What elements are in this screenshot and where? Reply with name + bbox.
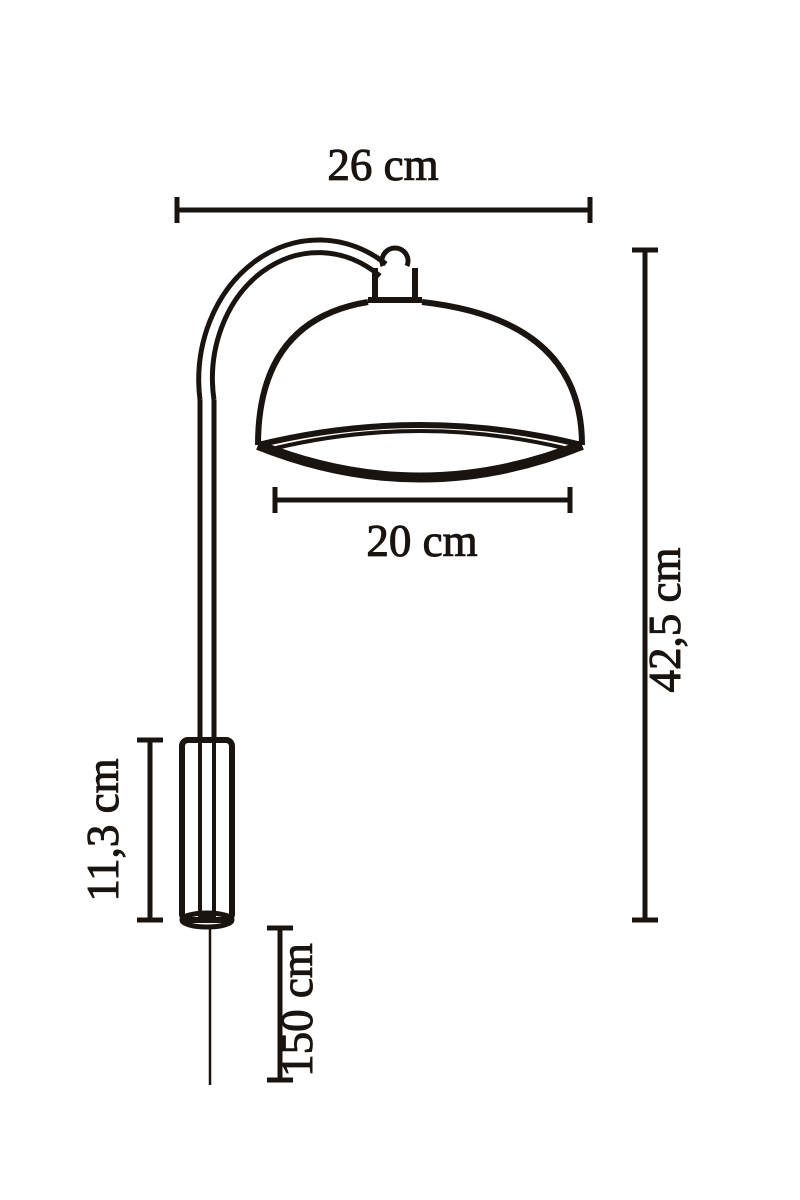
dim-overall-width: 26 cm [177,140,590,223]
wall-mount [182,740,232,927]
dimension-lines: 26 cm 20 cm 42,5 cm 11,3 cm [78,140,690,1080]
dim-shade-diameter: 20 cm [275,487,570,566]
dim-overall-width-label: 26 cm [327,140,438,190]
dim-cord-length-label: 150 cm [272,943,322,1077]
lamp-arm [199,240,386,740]
dim-mount-height-label: 11,3 cm [78,758,128,901]
lamp-dimension-diagram: 26 cm 20 cm 42,5 cm 11,3 cm [0,0,800,1200]
dim-shade-diameter-label: 20 cm [366,516,477,566]
switch-icon [201,914,213,922]
lamp-outline [182,240,582,1085]
dim-mount-height: 11,3 cm [78,740,163,920]
dim-overall-height: 42,5 cm [632,250,690,920]
lamp-shade [258,248,582,478]
dim-cord-length: 150 cm [267,928,322,1080]
dim-overall-height-label: 42,5 cm [640,548,690,693]
